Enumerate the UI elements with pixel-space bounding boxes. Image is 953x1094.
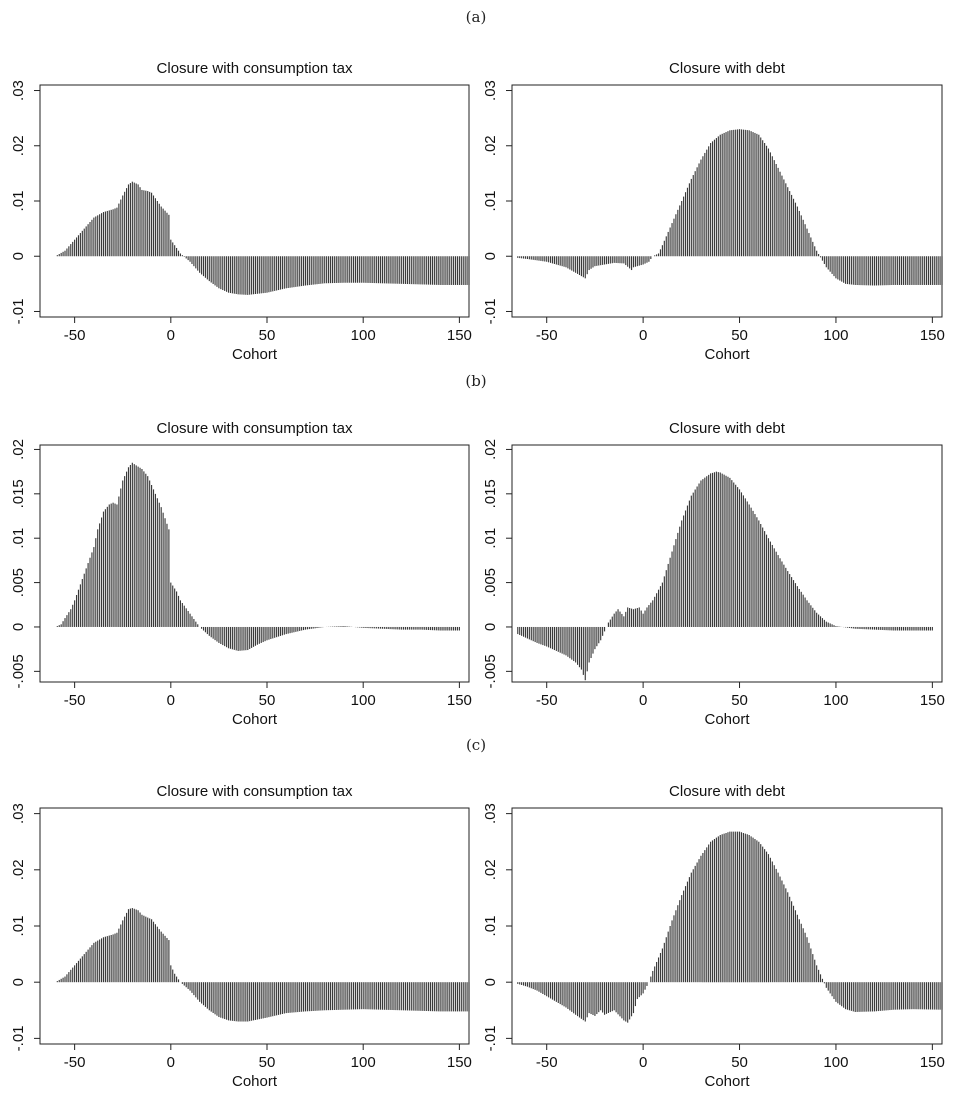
x-tick-label: 100 bbox=[351, 327, 376, 344]
x-tick-label: -50 bbox=[64, 327, 86, 344]
chart-title: Closure with debt bbox=[669, 60, 786, 77]
y-tick-label: .02 bbox=[10, 859, 27, 880]
y-tick-label: .02 bbox=[10, 439, 27, 460]
y-tick-label: -.01 bbox=[482, 1025, 499, 1051]
chart-title: Closure with consumption tax bbox=[157, 783, 353, 800]
x-tick-label: 50 bbox=[731, 1054, 748, 1071]
plot-frame bbox=[39, 84, 470, 318]
x-tick-label: 0 bbox=[167, 692, 175, 709]
x-axis-label: Cohort bbox=[232, 1073, 278, 1090]
y-tick-label: -.005 bbox=[482, 654, 499, 688]
panel-label-a: (a) bbox=[466, 8, 487, 26]
y-tick-label: -.01 bbox=[482, 299, 499, 325]
y-tick-label: .02 bbox=[10, 135, 27, 156]
chart-5: Closure with consumption tax -50 0 50 100 150… bbox=[10, 783, 472, 1090]
y-tick-label: .02 bbox=[482, 135, 499, 156]
y-tick-label: -.01 bbox=[10, 1025, 27, 1051]
x-tick-label: 0 bbox=[639, 327, 647, 344]
chart-3: Closure with consumption tax -50 0 50 100 150… bbox=[10, 420, 472, 728]
y-tick-label: 0 bbox=[10, 623, 27, 631]
y-tick-label: 0 bbox=[482, 978, 499, 986]
x-tick-label: -50 bbox=[64, 1054, 86, 1071]
x-tick-label: 150 bbox=[447, 1054, 472, 1071]
y-tick-label: -.005 bbox=[10, 654, 27, 688]
y-tick-label: .03 bbox=[10, 80, 27, 101]
x-axis-label: Cohort bbox=[232, 346, 278, 363]
y-tick-label: .01 bbox=[10, 916, 27, 937]
x-tick-label: -50 bbox=[536, 692, 558, 709]
bars-group bbox=[56, 181, 470, 295]
bars-group bbox=[517, 831, 943, 1023]
x-tick-label: 50 bbox=[259, 692, 276, 709]
bars-group bbox=[517, 129, 943, 286]
y-tick-label: .015 bbox=[10, 479, 27, 508]
bars-group bbox=[517, 471, 933, 681]
y-tick-label: .03 bbox=[482, 803, 499, 824]
x-tick-label: 100 bbox=[351, 1054, 376, 1071]
bars-group bbox=[56, 462, 460, 651]
y-tick-label: 0 bbox=[482, 623, 499, 631]
x-axis-label: Cohort bbox=[232, 711, 278, 728]
plot-frame bbox=[511, 807, 943, 1045]
x-tick-label: 100 bbox=[351, 692, 376, 709]
x-axis-label: Cohort bbox=[704, 1073, 750, 1090]
y-tick-label: 0 bbox=[10, 978, 27, 986]
y-tick-label: .03 bbox=[482, 80, 499, 101]
plot-frame bbox=[511, 84, 943, 318]
y-tick-label: .02 bbox=[482, 439, 499, 460]
x-tick-label: 0 bbox=[167, 327, 175, 344]
x-tick-label: 50 bbox=[259, 327, 276, 344]
x-tick-label: 0 bbox=[639, 692, 647, 709]
y-tick-label: .005 bbox=[10, 568, 27, 597]
y-tick-label: 0 bbox=[482, 252, 499, 260]
x-tick-label: 0 bbox=[639, 1054, 647, 1071]
x-tick-label: 150 bbox=[920, 692, 945, 709]
y-tick-label: .01 bbox=[10, 191, 27, 212]
x-tick-label: 150 bbox=[920, 327, 945, 344]
chart-6: Closure with debt -50 0 50 100 150 -.01 0 .01 .02… bbox=[482, 783, 945, 1090]
y-tick-label: .015 bbox=[482, 479, 499, 508]
charts-group: Closure with consumption tax -50 0 50 100 150… bbox=[10, 60, 945, 1090]
y-tick-label: .005 bbox=[482, 568, 499, 597]
x-tick-label: 50 bbox=[259, 1054, 276, 1071]
y-tick-label: -.01 bbox=[10, 299, 27, 325]
y-tick-label: .01 bbox=[10, 528, 27, 549]
y-tick-label: .01 bbox=[482, 191, 499, 212]
x-axis-label: Cohort bbox=[704, 711, 750, 728]
chart-title: Closure with debt bbox=[669, 783, 786, 800]
x-tick-label: 50 bbox=[731, 692, 748, 709]
plot-frame bbox=[39, 807, 470, 1045]
y-tick-label: .03 bbox=[10, 803, 27, 824]
plot-frame bbox=[39, 444, 470, 683]
chart-title: Closure with debt bbox=[669, 420, 786, 437]
x-tick-label: 50 bbox=[731, 327, 748, 344]
chart-title: Closure with consumption tax bbox=[157, 60, 353, 77]
y-tick-label: .01 bbox=[482, 916, 499, 937]
plot-frame bbox=[511, 444, 943, 683]
x-tick-label: -50 bbox=[536, 327, 558, 344]
panel-label-c: (c) bbox=[466, 736, 486, 754]
x-tick-label: 100 bbox=[823, 1054, 848, 1071]
bars-group bbox=[56, 908, 470, 1022]
x-tick-label: 0 bbox=[167, 1054, 175, 1071]
chart-title: Closure with consumption tax bbox=[157, 420, 353, 437]
chart-2: Closure with debt -50 0 50 100 150 -.01 0 .01 .02… bbox=[482, 60, 945, 363]
chart-1: Closure with consumption tax -50 0 50 100 150… bbox=[10, 60, 472, 363]
x-tick-label: 100 bbox=[823, 327, 848, 344]
x-tick-label: 150 bbox=[447, 692, 472, 709]
x-axis-label: Cohort bbox=[704, 346, 750, 363]
chart-4: Closure with debt -50 0 50 100 150 -.005 0 .005.… bbox=[482, 420, 945, 728]
y-tick-label: 0 bbox=[10, 252, 27, 260]
x-tick-label: 150 bbox=[920, 1054, 945, 1071]
x-tick-label: -50 bbox=[536, 1054, 558, 1071]
x-tick-label: 150 bbox=[447, 327, 472, 344]
y-tick-label: .01 bbox=[482, 528, 499, 549]
y-tick-label: .02 bbox=[482, 859, 499, 880]
x-tick-label: 100 bbox=[823, 692, 848, 709]
x-tick-label: -50 bbox=[64, 692, 86, 709]
panel-label-b: (b) bbox=[465, 372, 486, 390]
